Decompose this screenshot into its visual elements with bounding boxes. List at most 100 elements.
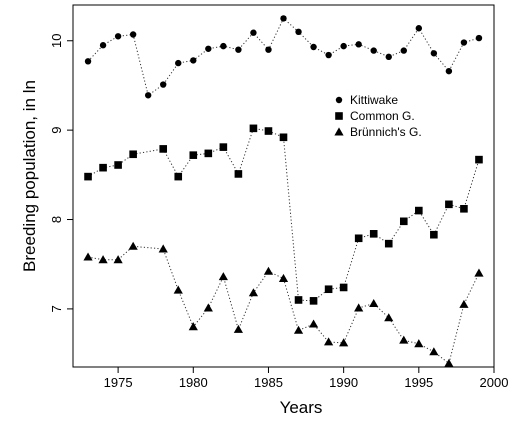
square-point xyxy=(430,230,438,239)
circle-point xyxy=(280,15,287,22)
y-tick-label: 8 xyxy=(49,216,64,223)
circle-point xyxy=(295,28,302,36)
circle-point xyxy=(385,53,392,61)
square-point xyxy=(339,283,348,292)
circle-point xyxy=(205,45,212,52)
triangle-point xyxy=(354,303,364,312)
circle-point xyxy=(114,33,122,40)
triangle-point xyxy=(218,272,228,281)
triangle-point xyxy=(324,337,334,346)
x-tick-label: 1980 xyxy=(179,375,208,390)
circle-point xyxy=(310,43,317,51)
triangle-point xyxy=(414,339,424,348)
legend: Kittiwake Common G. Brünnich's G. xyxy=(334,93,422,139)
square-point xyxy=(309,297,318,305)
square-point xyxy=(159,145,168,153)
circle-point xyxy=(175,59,182,67)
circle-point xyxy=(355,41,362,48)
triangle-point xyxy=(128,241,138,250)
triangle-point xyxy=(113,255,123,264)
axes-layer: 1975 1980 1985 1990 1995 2000 7 8 9 10 xyxy=(49,4,509,390)
circle-point xyxy=(370,47,377,54)
square-point xyxy=(475,155,483,164)
triangle-point xyxy=(188,322,198,331)
circle-point xyxy=(235,46,242,53)
square-point xyxy=(114,161,122,169)
triangle-point xyxy=(263,266,274,275)
triangle-point xyxy=(158,244,168,253)
y-tick-label: 7 xyxy=(49,305,64,312)
legend-label: Common G. xyxy=(350,109,415,123)
circle-point xyxy=(445,67,453,75)
circle-point xyxy=(84,58,92,65)
square-point xyxy=(369,230,378,238)
x-axis-title: Years xyxy=(280,398,323,417)
y-axis-title: Breeding population, in ln xyxy=(20,80,39,272)
triangle-point xyxy=(248,288,259,297)
circle-point xyxy=(475,34,483,42)
legend-triangle-marker xyxy=(334,127,344,136)
square-point xyxy=(399,217,408,226)
y-tick-label: 10 xyxy=(49,34,64,48)
series-layer xyxy=(83,15,484,367)
series-triangle xyxy=(83,241,484,367)
triangle-point xyxy=(308,319,319,328)
square-point xyxy=(204,149,213,158)
circle-point xyxy=(144,92,152,99)
y-tick-label: 9 xyxy=(49,127,64,134)
legend-square-marker xyxy=(335,112,343,120)
plot-frame xyxy=(72,4,495,368)
square-point xyxy=(294,296,303,304)
circle-point xyxy=(129,31,137,38)
x-tick-label: 1985 xyxy=(254,375,283,390)
series-square xyxy=(84,124,483,305)
circle-point xyxy=(250,29,257,36)
circle-point xyxy=(415,25,423,32)
circle-point xyxy=(430,50,438,57)
square-point xyxy=(354,234,363,243)
triangle-point xyxy=(278,273,289,282)
square-point xyxy=(324,285,333,294)
circle-point xyxy=(340,42,347,50)
x-tick-label: 1995 xyxy=(404,375,433,390)
square-point xyxy=(129,150,137,159)
legend-label: Brünnich's G. xyxy=(350,125,422,139)
circle-point xyxy=(325,51,332,59)
square-point xyxy=(384,239,393,248)
square-point xyxy=(84,172,92,181)
triangle-point xyxy=(339,338,349,347)
circle-point xyxy=(265,46,272,53)
circle-point xyxy=(400,47,407,54)
triangle-point xyxy=(369,298,379,307)
legend-circle-marker xyxy=(335,96,343,104)
triangle-point xyxy=(429,347,439,356)
triangle-point xyxy=(293,325,304,334)
circle-point xyxy=(460,39,468,46)
x-tick-label: 1975 xyxy=(104,375,133,390)
square-point xyxy=(445,200,453,209)
series-circle xyxy=(84,15,483,99)
triangle-point xyxy=(233,324,243,333)
triangle-point xyxy=(459,299,469,308)
square-point xyxy=(219,143,228,151)
square-point xyxy=(189,151,198,159)
triangle-point xyxy=(384,313,394,322)
triangle-point xyxy=(173,285,183,294)
square-point xyxy=(279,133,288,142)
square-point xyxy=(249,124,258,133)
circle-point xyxy=(160,81,167,88)
x-tick-label: 2000 xyxy=(480,375,509,390)
legend-label: Kittiwake xyxy=(350,93,398,107)
circle-point xyxy=(190,57,197,64)
triangle-point xyxy=(444,358,454,367)
square-point xyxy=(99,163,107,172)
triangle-point xyxy=(98,255,108,264)
square-point xyxy=(460,204,468,213)
square-point xyxy=(264,127,273,135)
triangle-point xyxy=(83,252,93,261)
triangle-point xyxy=(399,335,409,344)
triangle-point xyxy=(203,303,213,312)
square-point xyxy=(174,172,183,181)
triangle-point xyxy=(474,268,484,277)
